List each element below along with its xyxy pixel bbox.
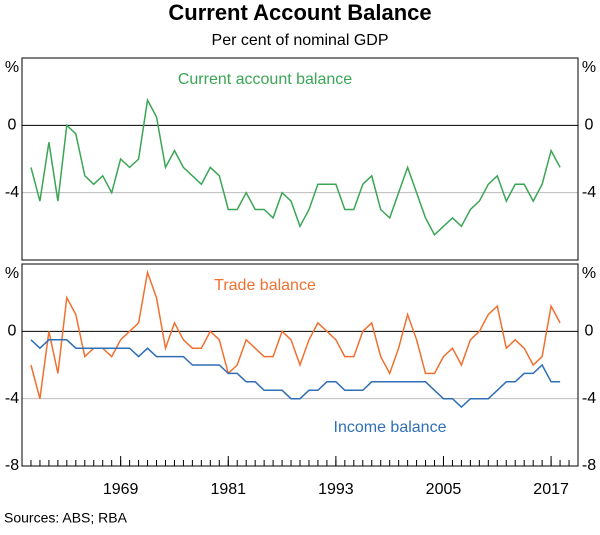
- y-tick-label: -4: [5, 184, 19, 201]
- plot-frame: [21, 57, 579, 261]
- y-tick-label: 0: [8, 117, 17, 134]
- y-tick-label-right: -4: [582, 184, 596, 201]
- series-line: [30, 97, 561, 237]
- series-label: Trade balance: [214, 277, 316, 294]
- y-tick-label-right: 0: [585, 117, 594, 134]
- y-tick-label: %: [5, 265, 19, 282]
- series-label: Income balance: [334, 419, 447, 436]
- y-tick-label-right: -4: [582, 390, 596, 407]
- plot-frame: [21, 263, 579, 467]
- x-tick-label: 1993: [318, 481, 354, 498]
- series-line: [30, 339, 561, 409]
- y-tick-label-right: %: [582, 59, 596, 76]
- y-tick-label-right: -8: [582, 457, 596, 474]
- source-note: Sources: ABS; RBA: [4, 510, 128, 526]
- y-tick-label: 0: [8, 323, 17, 340]
- x-tick-label: 1969: [103, 481, 139, 498]
- chart-title: Current Account Balance: [168, 0, 431, 25]
- y-tick-label: %: [5, 59, 19, 76]
- x-tick-label: 2005: [426, 481, 462, 498]
- x-tick-label: 2017: [533, 481, 569, 498]
- chart-subtitle: Per cent of nominal GDP: [212, 32, 389, 49]
- series-label: Current account balance: [178, 71, 352, 88]
- y-tick-label: -8: [5, 457, 19, 474]
- x-tick-label: 1981: [210, 481, 246, 498]
- y-tick-label-right: %: [582, 265, 596, 282]
- y-tick-label-right: 0: [585, 323, 594, 340]
- y-tick-label: -4: [5, 390, 19, 407]
- series-line: [30, 269, 561, 399]
